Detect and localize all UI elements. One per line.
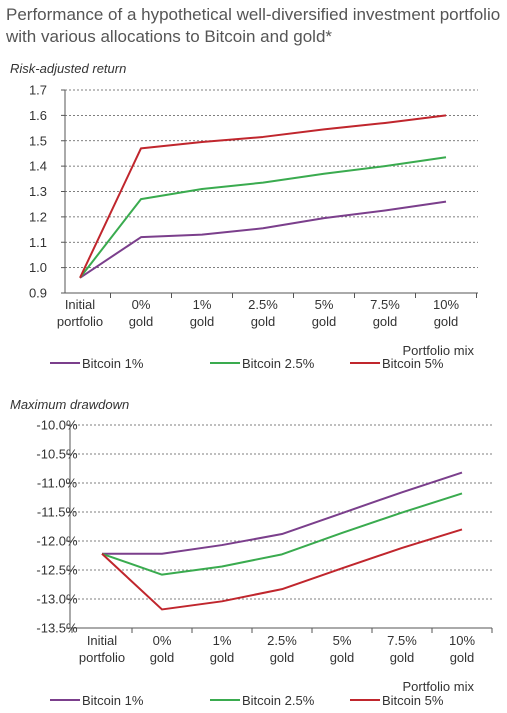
x-category-label: 10% gold bbox=[449, 633, 475, 665]
series-line-bitcoin-5- bbox=[79, 114, 447, 279]
legend-label: Bitcoin 1% bbox=[82, 693, 144, 708]
x-category-label: 1% gold bbox=[190, 297, 215, 329]
y-tick-label: 1.7 bbox=[29, 83, 47, 98]
y-tick-label: -10.5% bbox=[36, 447, 78, 462]
series-line-bitcoin-1- bbox=[102, 471, 463, 555]
x-category-label: 1% gold bbox=[210, 633, 235, 665]
series-line-bitcoin-2-5- bbox=[101, 492, 463, 576]
x-category-label: Initial portfolio bbox=[79, 633, 125, 665]
y-tick-label: 1.5 bbox=[29, 133, 47, 148]
x-category-label: 5% gold bbox=[312, 297, 337, 329]
y-tick-label: -12.5% bbox=[36, 563, 78, 578]
chart-title: Maximum drawdown bbox=[10, 397, 129, 412]
chart-title: Risk-adjusted return bbox=[10, 61, 126, 76]
x-category-label: 5% gold bbox=[330, 633, 355, 665]
y-tick-label: -11.5% bbox=[37, 505, 78, 520]
y-tick-label: -10.0% bbox=[36, 418, 78, 433]
x-category-label: 0% gold bbox=[129, 297, 154, 329]
x-category-label: 10% gold bbox=[433, 297, 459, 329]
y-tick-label: 1.6 bbox=[29, 108, 47, 123]
figure-title: Performance of a hypothetical well-diver… bbox=[6, 5, 501, 46]
legend-label: Bitcoin 2.5% bbox=[242, 356, 315, 371]
x-axis-label: Portfolio mix bbox=[402, 679, 474, 694]
y-tick-label: -13.0% bbox=[36, 592, 78, 607]
x-category-label: 2.5% gold bbox=[267, 633, 297, 665]
legend-label: Bitcoin 5% bbox=[382, 693, 444, 708]
y-tick-label: 1.3 bbox=[29, 184, 47, 199]
x-category-label: 2.5% gold bbox=[248, 297, 278, 329]
y-tick-label: 1.4 bbox=[29, 159, 47, 174]
y-tick-label: -11.0% bbox=[37, 476, 78, 491]
risk-adjusted-return-chart: Risk-adjusted return 1.7 1.6 1.5 1.4 1.3 1.2 1.… bbox=[10, 61, 478, 371]
x-category-label: 7.5% gold bbox=[387, 633, 417, 665]
x-category-label: 7.5% gold bbox=[370, 297, 400, 329]
y-tick-label: 1.2 bbox=[29, 209, 47, 224]
maximum-drawdown-chart: Maximum drawdown -10.0% -10.5% -11.0% -11.5%… bbox=[10, 397, 493, 708]
y-tick-label: -12.0% bbox=[36, 534, 78, 549]
y-tick-label: 0.9 bbox=[29, 286, 47, 301]
x-category-label: Initial portfolio bbox=[57, 297, 103, 329]
legend-label: Bitcoin 5% bbox=[382, 356, 444, 371]
legend-label: Bitcoin 1% bbox=[82, 356, 144, 371]
x-category-label: 0% gold bbox=[150, 633, 175, 665]
series-line-bitcoin-1- bbox=[79, 200, 447, 279]
y-tick-label: -13.5% bbox=[36, 621, 78, 636]
y-tick-label: 1.1 bbox=[29, 235, 47, 250]
x-axis-label: Portfolio mix bbox=[402, 343, 474, 358]
y-tick-label: 1.0 bbox=[29, 260, 47, 275]
series-line-bitcoin-2-5- bbox=[79, 156, 447, 279]
series-line-bitcoin-5- bbox=[101, 528, 463, 611]
legend-label: Bitcoin 2.5% bbox=[242, 693, 315, 708]
